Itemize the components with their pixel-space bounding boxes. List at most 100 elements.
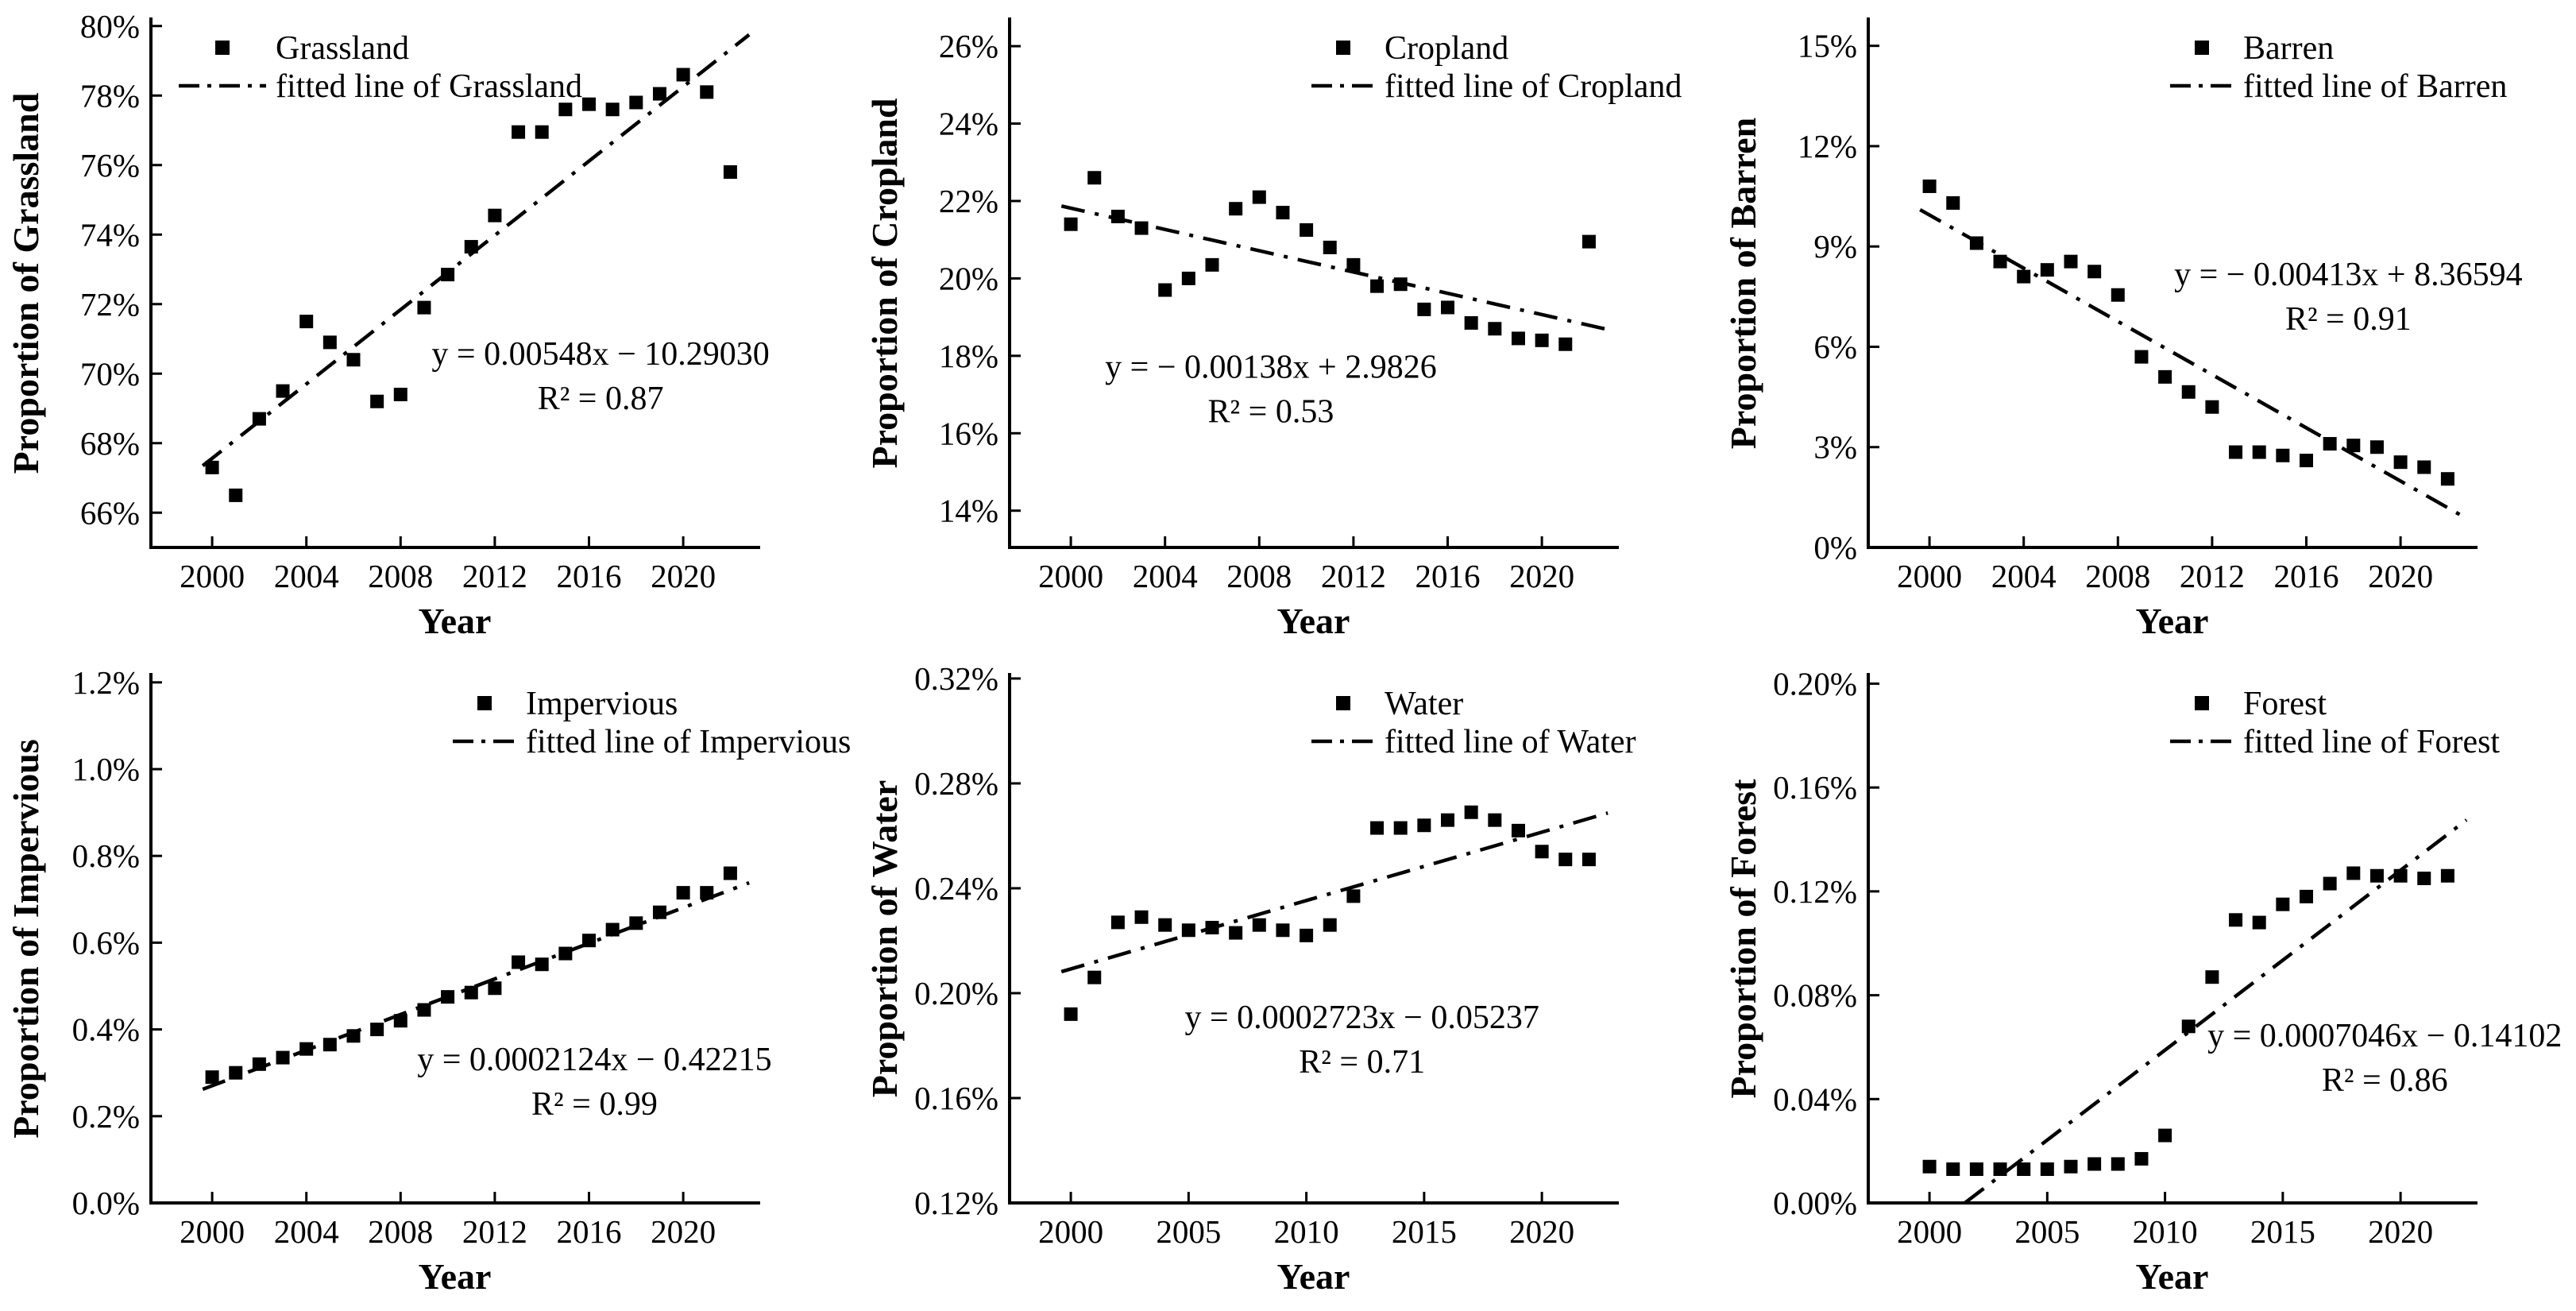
data-point-marker [2111, 288, 2125, 302]
data-point-marker [676, 886, 690, 900]
panel-forest: 2000 2005 2010 2015 2020 0.00% 0.04% 0.08% 0.12%… [1717, 656, 2576, 1311]
data-point-marker [2229, 445, 2243, 459]
data-point-marker [1181, 271, 1195, 285]
data-point-marker [464, 985, 478, 1000]
x-tick-label: 2000 [180, 558, 245, 594]
data-point-marker [370, 394, 384, 408]
legend-series-label: Water [1385, 686, 1463, 722]
data-point-marker [252, 412, 266, 426]
data-point-marker [2087, 265, 2102, 279]
data-point-marker [205, 1070, 219, 1085]
data-point-marker [1441, 813, 1455, 827]
y-axis: 0.00% 0.04% 0.08% 0.12% 0.16% 0.20% [1773, 665, 1879, 1221]
y-tick-label: 22% [939, 183, 998, 219]
equation: y = − 0.00413x + 8.36594 R² = 0.91 [2174, 257, 2523, 338]
y-axis-label: Proportion of Grassland [6, 92, 46, 474]
data-point-marker [1393, 821, 1408, 835]
data-point-marker [1922, 1159, 1937, 1174]
data-point-marker [1087, 970, 1102, 984]
data-point-marker [393, 388, 407, 401]
y-axis: 0.0% 0.2% 0.4% 0.6% 0.8% 1.0% 1.2% [72, 664, 162, 1221]
data-point-marker [1158, 918, 1172, 932]
data-point-marker [2276, 448, 2290, 462]
data-point-marker [2300, 454, 2314, 468]
x-tick-label: 2008 [1226, 558, 1292, 594]
data-point-marker [2134, 1151, 2149, 1166]
y-tick-label: 0.08% [1773, 977, 1857, 1014]
x-tick-label: 2010 [2133, 1213, 2198, 1250]
x-axis-label: Year [2136, 601, 2209, 641]
data-point-marker [1922, 179, 1937, 193]
data-point-marker [2064, 1159, 2078, 1174]
data-points [205, 68, 737, 502]
data-point-marker [1582, 234, 1596, 249]
axis-spines [149, 17, 760, 549]
x-tick-label: 2015 [2250, 1213, 2315, 1250]
data-point-marker [299, 315, 314, 329]
equation: y = 0.0007046x − 0.14102 R² = 0.86 [2207, 1018, 2562, 1099]
data-point-marker [1134, 910, 1149, 924]
data-point-marker [2181, 1019, 2196, 1034]
y-tick-label: 12% [1798, 128, 1857, 164]
legend-fitline-label: fitted line of Barren [2243, 68, 2507, 105]
data-point-marker [2276, 897, 2290, 911]
y-tick-label: 68% [80, 425, 140, 462]
data-point-marker [1441, 300, 1455, 315]
data-point-marker [1511, 823, 1525, 837]
x-axis: 2000 2005 2010 2015 2020 [1897, 1192, 2433, 1250]
y-tick-label: 0% [1813, 529, 1857, 566]
equation: y = − 0.00138x + 2.9826 R² = 0.53 [1105, 350, 1437, 431]
x-tick-label: 2000 [1897, 558, 1962, 594]
x-tick-label: 2020 [651, 558, 716, 594]
data-point-marker [299, 1042, 314, 1056]
data-point-marker [1511, 331, 1525, 346]
panel-cropland: 2000 2004 2008 2012 2016 2020 14% 16% 18% 20% 22% 2… [859, 0, 1717, 656]
axis-spines [1008, 17, 1619, 549]
y-tick-label: 0.00% [1773, 1185, 1857, 1221]
data-point-marker [417, 300, 431, 315]
data-point-marker [346, 353, 361, 367]
x-tick-label: 2012 [1321, 558, 1386, 594]
data-point-marker [1969, 1162, 1983, 1177]
data-point-marker [2158, 1128, 2172, 1143]
x-tick-label: 2010 [1274, 1213, 1339, 1250]
legend-series-label: Cropland [1385, 30, 1508, 67]
data-point-marker [488, 208, 502, 222]
y-axis: 66% 68% 70% 72% 74% 76% 78% 80% [80, 8, 162, 531]
r-squared: R² = 0.99 [531, 1086, 658, 1123]
y-tick-label: 0.4% [72, 1011, 140, 1048]
data-points [1064, 805, 1596, 1021]
legend-fitline-label: fitted line of Cropland [1385, 68, 1682, 105]
x-axis-label: Year [1277, 601, 1350, 641]
data-point-marker [582, 97, 597, 111]
legend-fitline-label: fitted line of Forest [2243, 724, 2500, 760]
y-axis: 14% 16% 18% 20% 22% 24% 26% [939, 28, 1021, 529]
x-axis-label: Year [2136, 1256, 2209, 1297]
data-point-marker [512, 125, 526, 139]
data-point-marker [1252, 918, 1266, 932]
legend-series-label: Grassland [276, 30, 409, 67]
equation: y = 0.0002723x − 0.05237 R² = 0.71 [1185, 1000, 1539, 1081]
data-point-marker [417, 1003, 431, 1017]
legend-marker-icon [215, 41, 230, 55]
data-point-marker [1064, 217, 1078, 231]
x-axis: 2000 2005 2010 2015 2020 [1038, 1192, 1574, 1250]
data-point-marker [2064, 254, 2078, 269]
y-tick-label: 78% [80, 77, 140, 114]
y-axis: 0.12% 0.16% 0.20% 0.24% 0.28% 0.32% [914, 660, 1021, 1221]
y-tick-label: 76% [80, 147, 140, 184]
data-point-marker [605, 922, 620, 937]
data-point-marker [652, 87, 666, 101]
x-axis: 2000 2004 2008 2012 2016 2020 [1897, 536, 2433, 594]
legend-series-label: Impervious [526, 686, 678, 722]
data-point-marker [1582, 853, 1596, 867]
data-point-marker [252, 1057, 266, 1071]
data-point-marker [558, 102, 573, 117]
data-point-marker [535, 125, 549, 139]
data-point-marker [2040, 263, 2054, 277]
data-point-marker [1346, 257, 1361, 272]
